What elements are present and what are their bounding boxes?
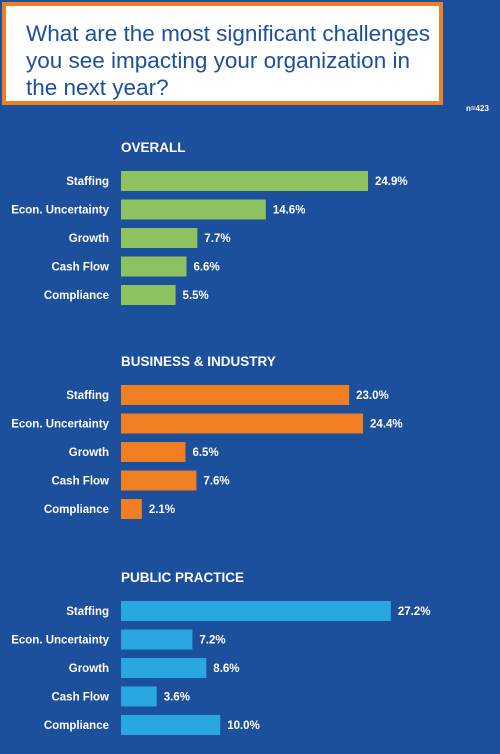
bar [121, 285, 176, 305]
bar [121, 601, 391, 621]
value-label: 27.2% [398, 606, 431, 618]
category-label: Staffing [66, 390, 109, 402]
category-label: Growth [69, 233, 109, 245]
public-practice-title: PUBLIC PRACTICE [121, 570, 244, 585]
bar [121, 658, 207, 678]
value-label: 14.6% [273, 205, 306, 217]
category-label: Growth [69, 447, 109, 459]
bar [121, 470, 197, 491]
bar [121, 256, 187, 277]
category-label: Growth [69, 663, 109, 675]
bar [121, 385, 350, 405]
value-label: 7.7% [204, 233, 230, 245]
overall-title: OVERALL [121, 140, 186, 155]
public-practice-chart: PUBLIC PRACTICE Staffing 27.2% Econ. Uncert… [11, 570, 430, 735]
value-label: 6.5% [192, 447, 218, 459]
category-label: Econ. Uncertainty [11, 419, 109, 431]
category-label: Cash Flow [51, 262, 109, 274]
bar [121, 228, 198, 248]
category-label: Cash Flow [51, 692, 109, 704]
category-label: Compliance [44, 290, 109, 302]
value-label: 6.6% [193, 262, 219, 274]
bar [121, 686, 157, 707]
value-label: 2.1% [149, 504, 175, 516]
question-box: What are the most significant challenges… [2, 2, 443, 105]
category-label: Compliance [44, 504, 109, 516]
bar [121, 199, 266, 220]
business-industry-title: BUSINESS & INDUSTRY [121, 354, 276, 369]
bar [121, 629, 193, 650]
value-label: 7.6% [203, 476, 229, 488]
category-label: Staffing [66, 176, 109, 188]
value-label: 3.6% [164, 692, 190, 704]
category-label: Staffing [66, 606, 109, 618]
value-label: 10.0% [227, 720, 260, 732]
value-label: 8.6% [213, 663, 239, 675]
category-label: Econ. Uncertainty [11, 635, 109, 647]
question-title: What are the most significant challenges… [26, 21, 430, 100]
sample-size: n=423 [466, 104, 489, 113]
category-label: Econ. Uncertainty [11, 205, 109, 217]
bar [121, 171, 368, 191]
value-label: 24.4% [370, 419, 403, 431]
value-label: 24.9% [375, 176, 408, 188]
value-label: 5.5% [183, 290, 209, 302]
business-industry-chart: BUSINESS & INDUSTRY Staffing 23.0% Econ. Un… [11, 354, 403, 519]
bar [121, 499, 142, 519]
value-label: 23.0% [356, 390, 389, 402]
category-label: Compliance [44, 720, 109, 732]
bar [121, 413, 364, 434]
category-label: Cash Flow [51, 476, 109, 488]
bar [121, 715, 221, 735]
bar [121, 442, 186, 462]
value-label: 7.2% [199, 635, 225, 647]
overall-chart: OVERALL Staffing 24.9% Econ. Uncertainty 14.… [11, 140, 408, 305]
